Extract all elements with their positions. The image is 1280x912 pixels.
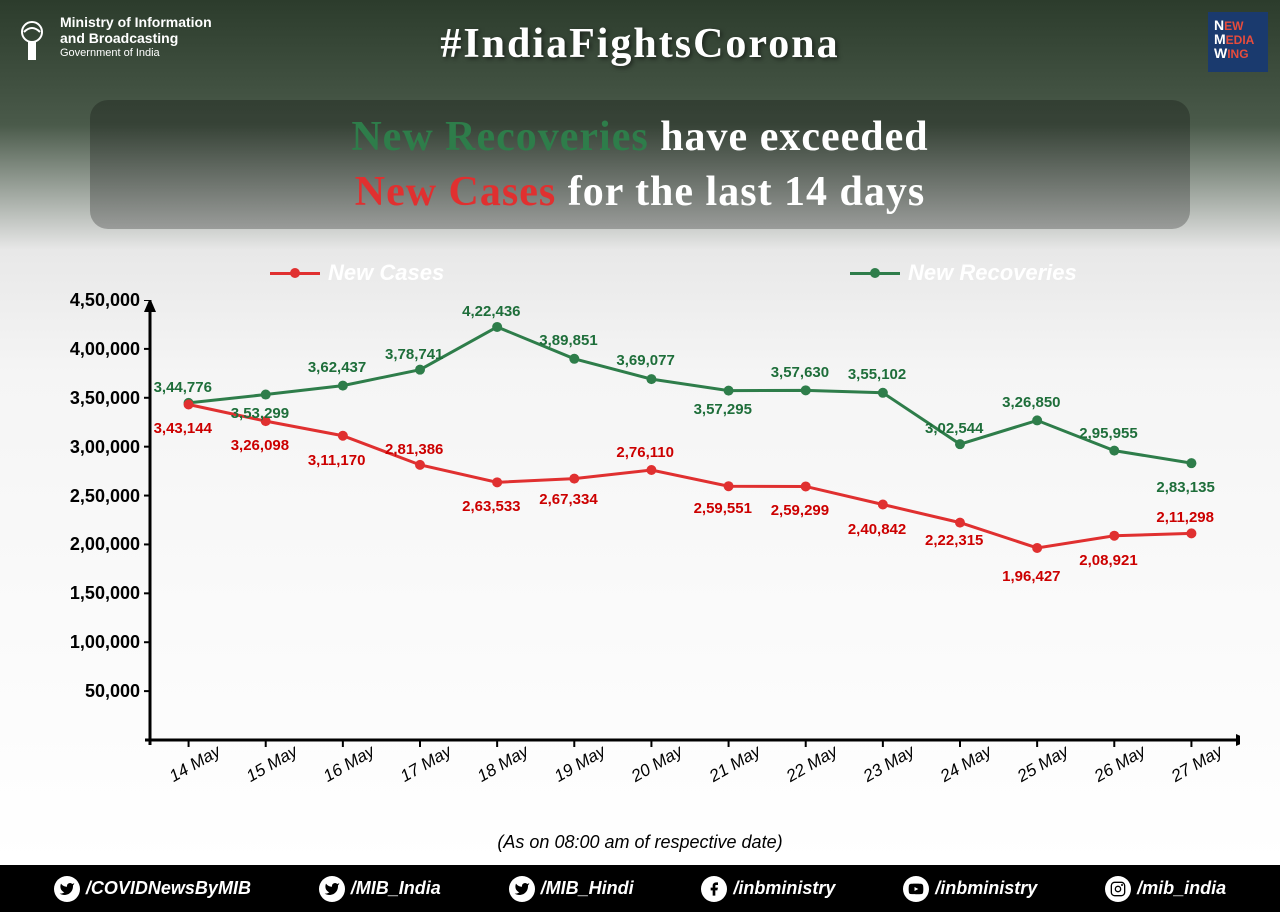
social-handle: /mib_india	[1137, 878, 1226, 899]
ministry-logo: Ministry of Information and Broadcasting…	[12, 12, 212, 62]
data-label: 3,11,170	[308, 452, 366, 469]
data-label: 2,59,551	[694, 500, 752, 517]
social-footer: /COVIDNewsByMIB/MIB_India/MIB_Hindi/inbm…	[0, 865, 1280, 912]
social-handle: /MIB_India	[351, 878, 441, 899]
data-label: 4,22,436	[462, 303, 520, 320]
data-label: 3,89,851	[539, 332, 597, 349]
data-label: 2,81,386	[385, 441, 443, 458]
facebook-icon	[701, 876, 727, 902]
y-tick-label: 4,50,000	[60, 290, 140, 311]
data-label: 3,53,299	[231, 405, 289, 422]
data-label: 3,55,102	[848, 366, 906, 383]
india-emblem-icon	[12, 12, 52, 62]
social-handle: /inbministry	[935, 878, 1037, 899]
data-label: 2,08,921	[1079, 552, 1137, 569]
instagram-icon	[1105, 876, 1131, 902]
data-label: 2,67,334	[539, 491, 597, 508]
chart-footnote: (As on 08:00 am of respective date)	[497, 832, 782, 853]
headline: New Recoveries have exceeded New Cases f…	[90, 100, 1190, 229]
y-tick-label: 3,50,000	[60, 388, 140, 409]
new-media-wing-logo: NEW MEDIA WING	[1208, 12, 1268, 72]
twitter-icon	[509, 876, 535, 902]
twitter-icon	[319, 876, 345, 902]
data-label: 2,83,135	[1156, 479, 1214, 496]
social-handle: /MIB_Hindi	[541, 878, 634, 899]
ministry-text: Ministry of Information and Broadcasting…	[60, 14, 212, 61]
data-label: 2,59,299	[771, 502, 829, 519]
data-label: 2,76,110	[616, 444, 674, 461]
y-tick-label: 50,000	[60, 681, 140, 702]
data-label: 3,44,776	[154, 379, 212, 396]
legend-recoveries: New Recoveries	[850, 260, 1077, 286]
y-tick-label: 1,00,000	[60, 632, 140, 653]
y-tick-label: 3,00,000	[60, 437, 140, 458]
social-link[interactable]: /MIB_Hindi	[509, 876, 634, 902]
social-link[interactable]: /inbministry	[903, 876, 1037, 902]
data-label: 2,11,298	[1156, 509, 1214, 526]
legend-cases: New Cases	[270, 260, 444, 286]
hashtag-title: #IndiaFightsCorona	[440, 20, 839, 68]
social-link[interactable]: /MIB_India	[319, 876, 441, 902]
data-label: 3,69,077	[616, 352, 674, 369]
data-label: 3,26,098	[231, 437, 289, 454]
y-tick-label: 2,00,000	[60, 534, 140, 555]
data-label: 3,02,544	[925, 420, 983, 437]
data-label: 3,26,850	[1002, 394, 1060, 411]
data-label: 2,40,842	[848, 521, 906, 538]
social-handle: /COVIDNewsByMIB	[86, 878, 251, 899]
chart-section: New Cases New Recoveries 50,000 1,00,000 1…	[0, 250, 1280, 865]
data-label: 3,78,741	[385, 346, 443, 363]
data-label: 2,63,533	[462, 498, 520, 515]
social-link[interactable]: /COVIDNewsByMIB	[54, 876, 251, 902]
y-tick-label: 2,50,000	[60, 486, 140, 507]
data-label: 3,57,295	[694, 401, 752, 418]
twitter-icon	[54, 876, 80, 902]
social-link[interactable]: /inbministry	[701, 876, 835, 902]
y-tick-label: 1,50,000	[60, 583, 140, 604]
data-label: 2,22,315	[925, 532, 983, 549]
data-label: 3,43,144	[154, 420, 212, 437]
y-tick-label: 4,00,000	[60, 339, 140, 360]
header-section: Ministry of Information and Broadcasting…	[0, 0, 1280, 250]
data-label: 3,62,437	[308, 359, 366, 376]
line-chart: 50,000 1,00,000 1,50,000 2,00,000 2,50,000 3,…	[60, 300, 1240, 820]
legend-marker-recoveries-icon	[850, 272, 900, 275]
social-handle: /inbministry	[733, 878, 835, 899]
data-label: 3,57,630	[771, 364, 829, 381]
data-label: 2,95,955	[1079, 425, 1137, 442]
legend-marker-cases-icon	[270, 272, 320, 275]
data-label: 1,96,427	[1002, 568, 1060, 585]
youtube-icon	[903, 876, 929, 902]
social-link[interactable]: /mib_india	[1105, 876, 1226, 902]
